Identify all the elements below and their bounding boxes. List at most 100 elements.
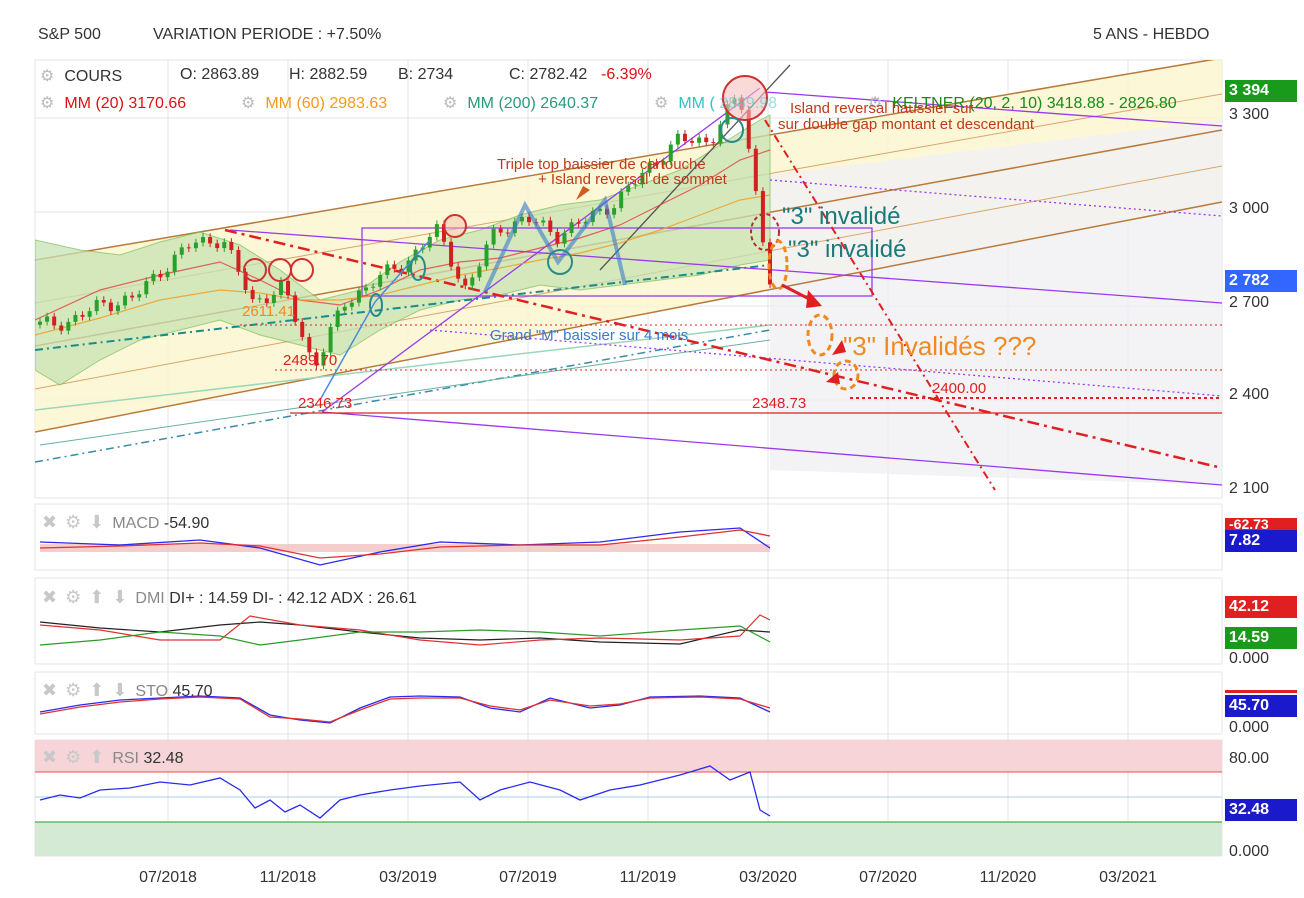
gear-icon[interactable]: ⚙ [65, 512, 82, 532]
gear-icon[interactable]: ⚙ [241, 95, 256, 112]
mm20-label: MM (20) [64, 95, 124, 112]
macd-tag-2: 7.82 [1225, 530, 1297, 552]
macd-series [39, 527, 771, 566]
rsi-tag: 32.48 [1225, 799, 1297, 821]
close-icon[interactable]: ✖ [42, 512, 58, 532]
mm200-line [35, 324, 771, 411]
candle-body [222, 241, 227, 249]
dmi-panel-frame [34, 577, 1223, 665]
sto-panel-frame [34, 671, 1223, 735]
legend-mm-partial[interactable]: ⚙ MM ( 2889.98 [654, 93, 777, 113]
candle-body [300, 321, 305, 338]
candle-body [619, 191, 624, 209]
macd-value: -54.90 [163, 515, 210, 532]
mm-partial-label: MM ( [678, 95, 715, 112]
price-tick: 2 100 [1229, 480, 1270, 497]
x-tick: 03/2020 [739, 869, 797, 886]
candle-body [378, 275, 383, 287]
candle-body [449, 241, 454, 267]
candle-body [647, 162, 652, 173]
candle-body [94, 300, 99, 312]
annotation-invalid-3: "3" Invalidés ??? [843, 331, 1037, 361]
label-2348: 2348.73 [752, 395, 807, 412]
candle-body [477, 266, 482, 278]
sto-tag-red [1225, 690, 1297, 693]
annotation-invalid-1: "3" invalidé [782, 203, 901, 230]
mm60-label: MM (60) [265, 95, 325, 112]
double-top-pattern [483, 195, 627, 293]
legend-keltner[interactable]: ⚙ KELTNER (20, 2, 10) 3418.88 - 2826.80 [868, 93, 1177, 113]
gear-icon[interactable]: ⚙ [65, 587, 82, 607]
price-tick: 2 400 [1229, 386, 1270, 403]
gear-icon[interactable]: ⚙ [868, 95, 883, 112]
teal-circle-3 [369, 293, 383, 317]
legend-cours[interactable]: ⚙ COURS [40, 66, 122, 86]
mm200-label: MM (200) [467, 95, 536, 112]
mm20-line [35, 149, 771, 321]
candle-body [59, 325, 64, 331]
price-tick: 3 000 [1229, 200, 1270, 217]
legend-mm200[interactable]: ⚙ MM (200) 2640.37 [443, 93, 598, 113]
trend-teal-3 [39, 339, 771, 446]
candle-body [484, 244, 489, 267]
candle-body [399, 268, 404, 273]
candle-body [668, 144, 673, 162]
island-circle [722, 75, 768, 121]
candle-body [456, 266, 461, 279]
candle-body [505, 232, 510, 234]
candle-body [137, 294, 142, 298]
macd-label: MACD [112, 515, 160, 532]
purple-upper [764, 91, 1222, 127]
teal-circle-2 [410, 255, 426, 281]
ohlc-high: H: 2882.59 [289, 66, 368, 83]
teal-circle-1 [547, 249, 573, 275]
rsi-oversold-zone [35, 822, 1222, 856]
candle-body [236, 250, 241, 272]
candle-body [760, 191, 765, 243]
trend-teal-1 [35, 264, 771, 351]
label-2346: 2346.73 [298, 395, 353, 412]
consolidation-box [361, 227, 873, 297]
gear-icon[interactable]: ⚙ [40, 68, 55, 85]
close-icon[interactable]: ✖ [42, 747, 58, 767]
arrow-down-icon[interactable]: ⬇ [112, 587, 128, 607]
candle-body [172, 254, 177, 272]
candle-body [286, 280, 291, 296]
candle-body [371, 286, 376, 288]
gear-icon[interactable]: ⚙ [65, 680, 82, 700]
arrow-up-icon[interactable]: ⬆ [89, 747, 105, 767]
close-icon[interactable]: ✖ [42, 680, 58, 700]
macd-header: ✖ ⚙ ⬇ MACD -54.90 [42, 512, 209, 533]
arrow-down-icon[interactable]: ⬇ [89, 512, 105, 532]
gear-icon[interactable]: ⚙ [654, 95, 669, 112]
candle-body [165, 271, 170, 278]
mm200-value: 2640.37 [540, 95, 599, 112]
price-tag-close: 2 782 [1225, 270, 1297, 292]
candle-body [612, 208, 617, 215]
gear-icon[interactable]: ⚙ [40, 95, 55, 112]
gear-icon[interactable]: ⚙ [65, 747, 82, 767]
candle-body [108, 302, 113, 312]
rsi-label: RSI [112, 750, 139, 767]
period-label[interactable]: 5 ANS - HEBDO [1093, 26, 1210, 43]
arrow-up-icon[interactable]: ⬆ [89, 587, 105, 607]
candle-body [753, 148, 758, 192]
label-2400: 2400.00 [932, 380, 987, 397]
candle-body [186, 247, 191, 249]
legend-mm20[interactable]: ⚙ MM (20) 3170.66 [40, 93, 186, 113]
arrow-down-icon[interactable]: ⬇ [112, 680, 128, 700]
dmi-series [39, 614, 771, 646]
orange-circle-2 [806, 313, 834, 357]
close-icon[interactable]: ✖ [42, 587, 58, 607]
candle-body [314, 352, 319, 366]
x-tick: 07/2018 [139, 869, 197, 886]
arrow-up-icon[interactable]: ⬆ [89, 680, 105, 700]
sto-tag: 45.70 [1225, 695, 1297, 717]
x-tick: 11/2020 [979, 869, 1037, 886]
ohlc-change: -6.39% [601, 66, 652, 83]
candle-body [463, 278, 468, 286]
purple-lower [321, 411, 1222, 486]
legend-mm60[interactable]: ⚙ MM (60) 2983.63 [241, 93, 387, 113]
gear-icon[interactable]: ⚙ [443, 95, 458, 112]
